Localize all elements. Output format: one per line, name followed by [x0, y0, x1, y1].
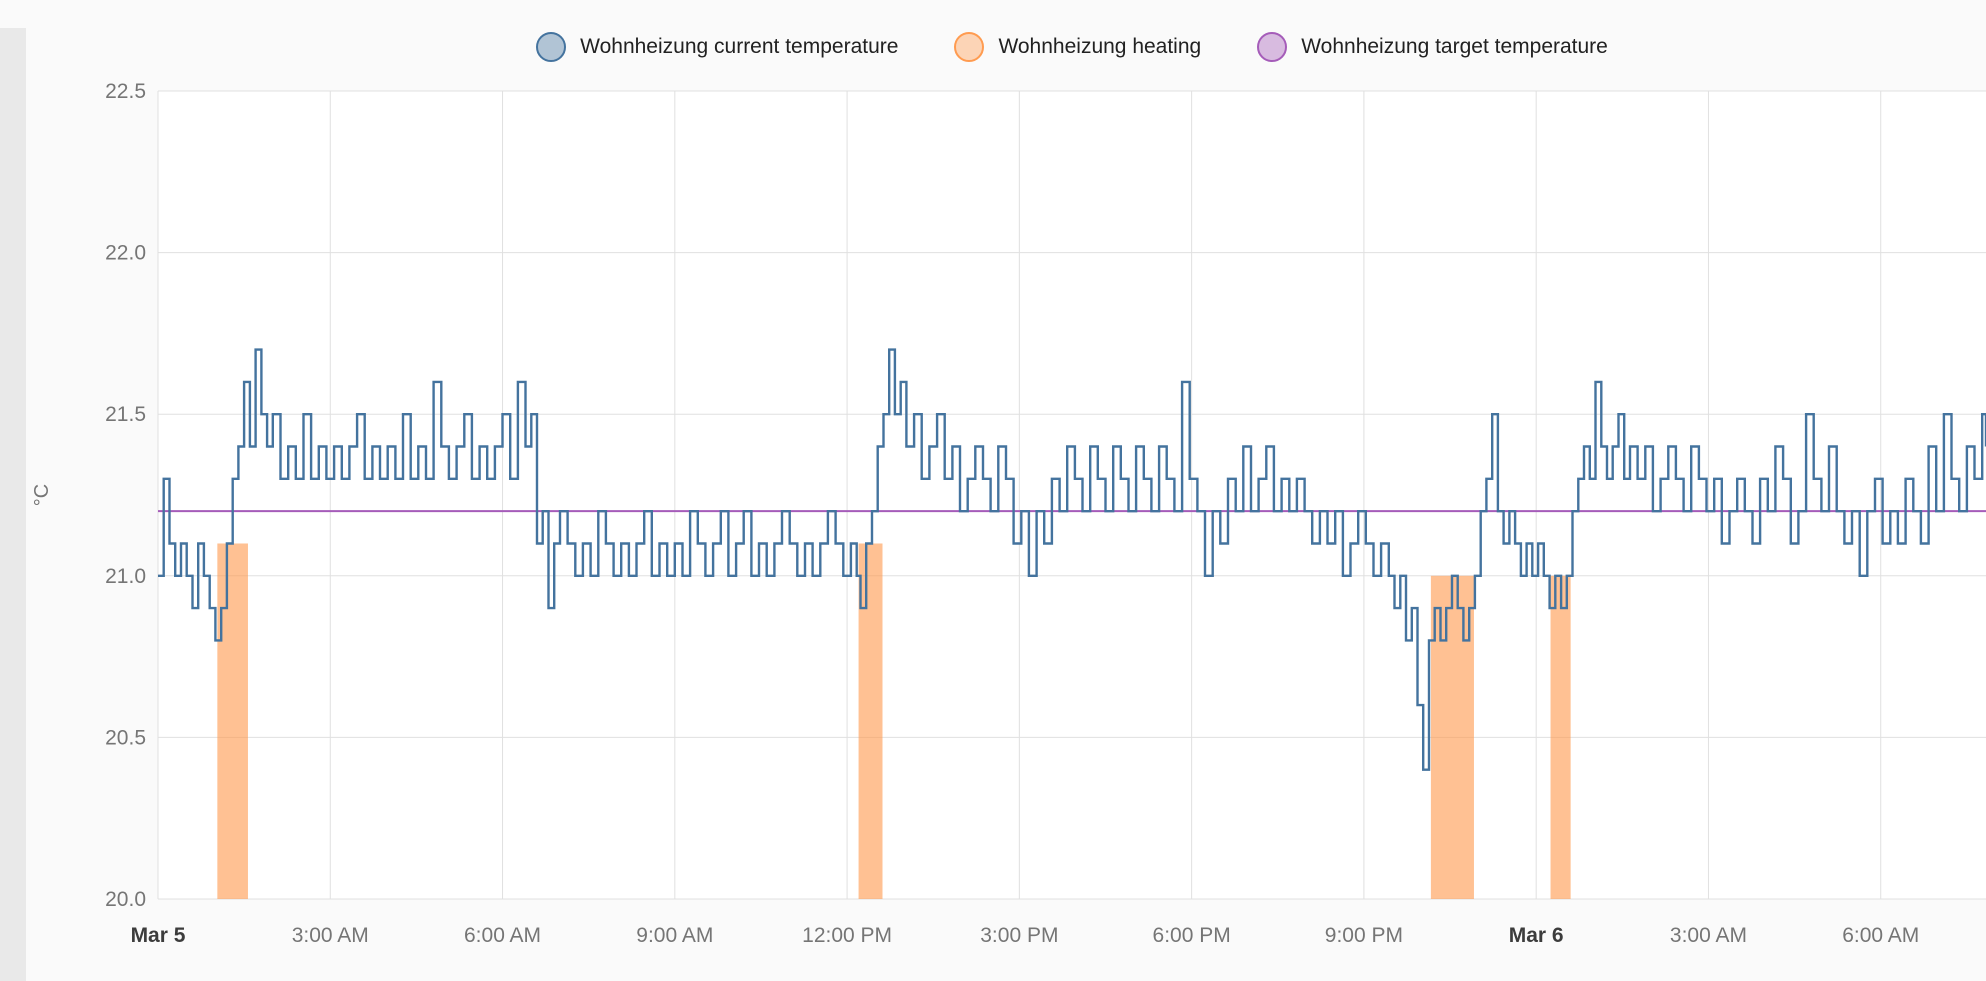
heating-on-bar: [858, 543, 883, 899]
x-axis-tick-label: 6:00 PM: [1153, 924, 1231, 947]
x-axis-tick-label: 6:00 AM: [1842, 924, 1919, 947]
x-axis-tick-label: 12:00 PM: [802, 924, 892, 947]
y-axis-tick-label: 22.0: [105, 242, 146, 265]
chart-legend: Wohnheizung current temperature Wohnheiz…: [158, 32, 1986, 62]
x-axis-tick-label: 9:00 AM: [636, 924, 713, 947]
heating-on-bar: [1550, 575, 1571, 899]
target-temperature-legend-dot-icon: [1257, 32, 1288, 62]
legend-label-heating: Wohnheizung heating: [998, 35, 1202, 58]
x-axis-tick-label: Mar 6: [1509, 924, 1564, 947]
x-axis-tick-label: 3:00 AM: [292, 924, 369, 947]
current-temperature-legend-dot-icon: [536, 32, 567, 62]
y-axis-tick-label: 22.5: [105, 80, 146, 103]
y-axis-tick-label: 21.0: [105, 565, 146, 588]
y-axis-tick-label: 21.5: [105, 403, 146, 426]
legend-label-current-temperature: Wohnheizung current temperature: [580, 35, 899, 58]
legend-item-current-temperature[interactable]: Wohnheizung current temperature: [536, 32, 898, 62]
left-edge-strip: [0, 28, 26, 981]
x-axis-tick-label: 9:00 PM: [1325, 924, 1403, 947]
plot-background: [158, 91, 1986, 899]
legend-item-target-temperature[interactable]: Wohnheizung target temperature: [1257, 32, 1608, 62]
current-temperature-line: [158, 348, 1986, 771]
legend-item-heating[interactable]: Wohnheizung heating: [954, 32, 1201, 62]
x-axis-tick-label: 3:00 AM: [1670, 924, 1747, 947]
y-axis-tick-label: 20.5: [105, 726, 146, 749]
heating-on-bar: [1430, 575, 1474, 899]
heating-on-bar: [217, 543, 248, 899]
x-axis-tick-label: 6:00 AM: [464, 924, 541, 947]
heating-legend-dot-icon: [954, 32, 985, 62]
y-axis-unit-label: °C: [31, 484, 53, 506]
y-axis-tick-label: 20.0: [105, 888, 146, 911]
legend-label-target-temperature: Wohnheizung target temperature: [1301, 35, 1608, 58]
x-axis-tick-label: Mar 5: [131, 924, 186, 947]
x-axis-tick-label: 3:00 PM: [980, 924, 1058, 947]
